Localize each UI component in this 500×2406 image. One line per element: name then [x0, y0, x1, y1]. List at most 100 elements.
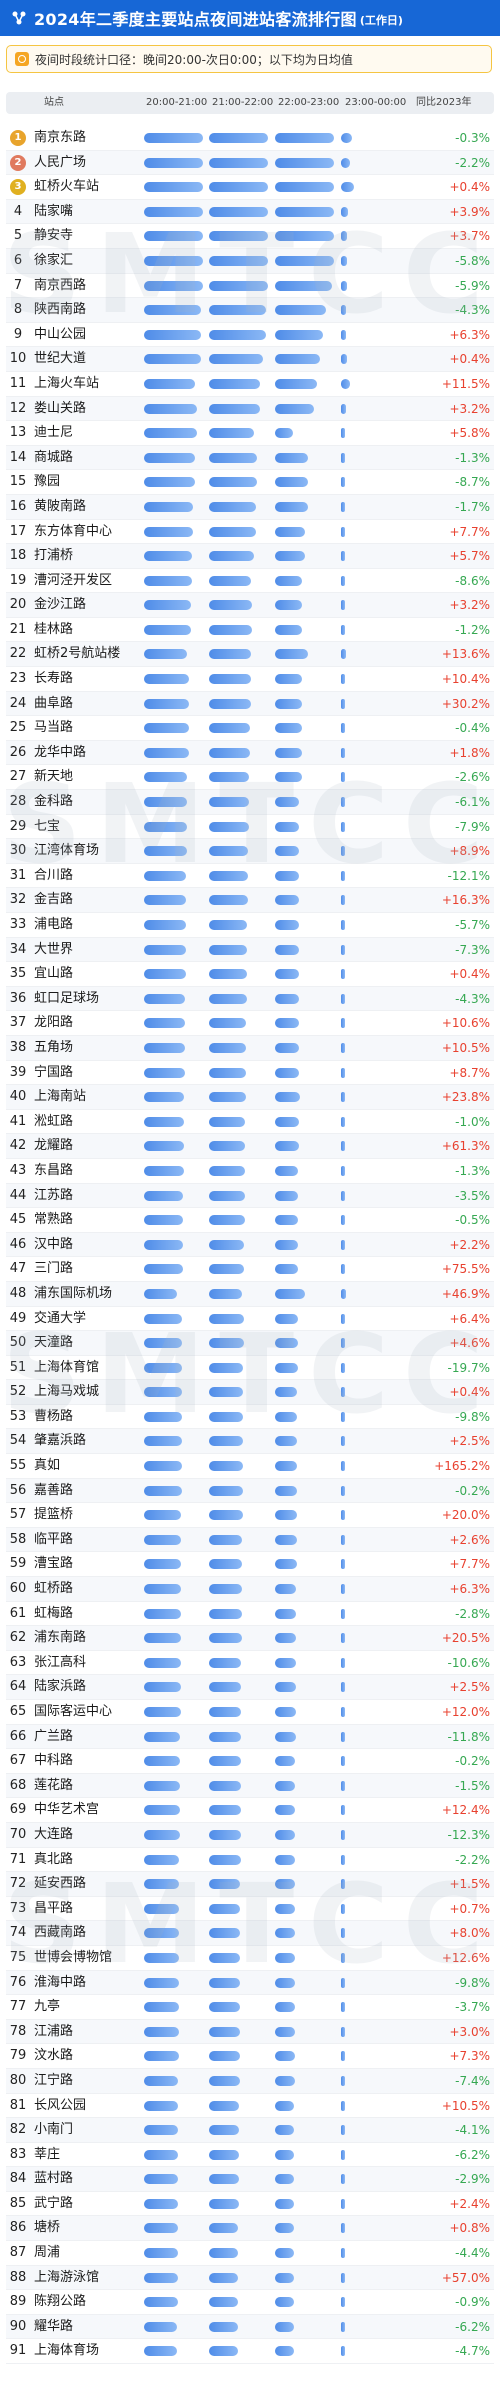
ridership-bar-slot-1	[144, 1042, 185, 1053]
ridership-bar-slot-4	[341, 821, 345, 832]
rank-number: 6	[13, 252, 23, 268]
ridership-bar-slot-3	[275, 1042, 299, 1053]
yoy-change: +4.6%	[449, 1336, 490, 1351]
ridership-bar-slot-1	[144, 1239, 183, 1250]
ridership-bar-slot-4	[341, 2002, 345, 2013]
ranking-table: 1 南京东路 -0.3% 2 人民广场 -2.2% 3 虹桥火车站 +0.4% 4 陆家嘴 +3.9%…	[6, 126, 494, 2365]
rank-number: 87	[9, 2245, 27, 2261]
station-name: 天潼路	[34, 1335, 74, 1351]
ridership-bar-slot-4	[341, 526, 345, 537]
ridership-bar-slot-1	[144, 920, 186, 930]
ridership-bar-slot-4	[341, 378, 350, 389]
ridership-bar-slot-3	[275, 2297, 294, 2308]
ridership-bar-slot-1	[144, 2149, 178, 2160]
ridership-bar-slot-3	[275, 1657, 296, 1668]
rank-number: 37	[9, 1015, 27, 1031]
rank-number: 9	[13, 326, 23, 342]
station-name: 小南门	[34, 2122, 74, 2138]
station-name: 陕西南路	[34, 302, 87, 318]
rank-number: 33	[9, 917, 27, 932]
station-name: 打浦桥	[34, 548, 74, 564]
yoy-change: -6.2%	[455, 2147, 490, 2162]
rank-number: 89	[9, 2294, 27, 2310]
rank-number: 43	[9, 1162, 27, 1178]
ridership-bar-slot-3	[275, 403, 314, 414]
yoy-change: +6.3%	[449, 1582, 490, 1597]
ridership-bar-slot-4	[341, 182, 354, 193]
ridership-bar-slot-2	[209, 452, 257, 463]
column-header-slot-4: 23:00-00:00	[345, 97, 407, 108]
table-row: 72 延安西路 +1.5%	[6, 1872, 494, 1897]
yoy-change: -4.3%	[455, 991, 490, 1006]
table-row: 35 宜山路 +0.4%	[6, 962, 494, 987]
table-row: 50 天潼路 +4.6%	[6, 1331, 494, 1356]
yoy-change: -2.2%	[455, 155, 490, 170]
rank-number: 56	[9, 1482, 27, 1498]
ridership-bar-slot-1	[144, 1584, 181, 1595]
rank-number: 39	[9, 1064, 27, 1080]
ridership-bar-slot-3	[275, 206, 334, 217]
ridership-bar-slot-3	[275, 920, 299, 930]
station-name: 大世界	[34, 941, 74, 957]
ridership-bar-slot-4	[341, 133, 352, 143]
ridership-bar-slot-4	[341, 846, 345, 857]
yoy-change: -2.8%	[455, 1606, 490, 1621]
rank-number: 44	[9, 1187, 27, 1203]
ridership-bar-slot-1	[144, 255, 203, 266]
ridership-bar-slot-2	[209, 231, 268, 242]
ridership-bar-slot-2	[209, 133, 268, 143]
ridership-bar-slot-3	[275, 1756, 295, 1767]
ridership-bar-slot-3	[275, 1092, 300, 1103]
ridership-bar-slot-4	[341, 1707, 345, 1717]
yoy-change: -10.6%	[447, 1655, 490, 1670]
ridership-bar-slot-3	[275, 1485, 297, 1496]
ridership-bar-slot-2	[209, 477, 257, 488]
station-name: 世纪大道	[34, 351, 87, 367]
ridership-bar-slot-4	[341, 969, 345, 980]
station-name: 江苏路	[34, 1187, 74, 1203]
ridership-bar-slot-3	[275, 624, 302, 635]
ridership-bar-slot-2	[209, 1559, 242, 1570]
table-row: 57 提篮桥 +20.0%	[6, 1503, 494, 1528]
station-name: 桂林路	[34, 621, 74, 637]
station-name: 陆家嘴	[34, 203, 74, 219]
ridership-bar-slot-1	[144, 477, 195, 488]
ridership-bar-slot-3	[275, 1411, 297, 1422]
ridership-bar-slot-4	[341, 2026, 345, 2037]
table-row: 80 江宁路 -7.4%	[6, 2068, 494, 2094]
yoy-change: -7.9%	[455, 819, 490, 834]
yoy-change: -1.2%	[455, 622, 490, 637]
ridership-bar-slot-4	[341, 1657, 345, 1668]
table-row: 25 马当路 -0.4%	[6, 716, 494, 741]
ridership-bar-slot-3	[275, 1903, 295, 1914]
ridership-bar-slot-1	[144, 624, 191, 635]
ridership-bar-slot-3	[275, 944, 299, 955]
info-note: 夜间时段统计口径：晚间20:00-次日0:00；以下均为日均值	[6, 45, 492, 73]
ridership-bar-slot-2	[209, 428, 254, 439]
rank-number: 4	[13, 203, 23, 219]
ridership-bar-slot-2	[209, 2297, 238, 2308]
table-row: 41 淞虹路 -1.0%	[6, 1110, 494, 1135]
yoy-change: +3.2%	[449, 401, 490, 416]
ridership-bar-slot-4	[341, 501, 345, 512]
ridership-bar-slot-1	[144, 2002, 179, 2013]
ridership-bar-slot-4	[341, 1215, 345, 1226]
ridership-bar-slot-3	[275, 2149, 294, 2160]
station-name: 新天地	[34, 769, 74, 785]
rank-number: 73	[9, 1900, 27, 1916]
yoy-change: -2.9%	[455, 2172, 490, 2187]
station-name: 耀华路	[34, 2318, 74, 2334]
ridership-bar-slot-3	[275, 1067, 299, 1078]
ridership-bar-slot-4	[341, 1952, 345, 1963]
ridership-bar-slot-3	[275, 1116, 299, 1127]
ridership-bar-slot-2	[209, 2346, 238, 2357]
table-row: 18 打浦桥 +5.7%	[6, 544, 494, 569]
ridership-bar-slot-4	[341, 354, 347, 365]
ridership-bar-slot-3	[275, 2223, 294, 2234]
table-row: 28 金科路 -6.1%	[6, 790, 494, 815]
station-name: 世博会博物馆	[34, 1949, 113, 1965]
ridership-bar-slot-2	[209, 1387, 243, 1398]
yoy-change: +6.3%	[449, 327, 490, 342]
ridership-bar-slot-3	[275, 2075, 295, 2086]
table-row: 16 黄陂南路 -1.7%	[6, 494, 494, 520]
